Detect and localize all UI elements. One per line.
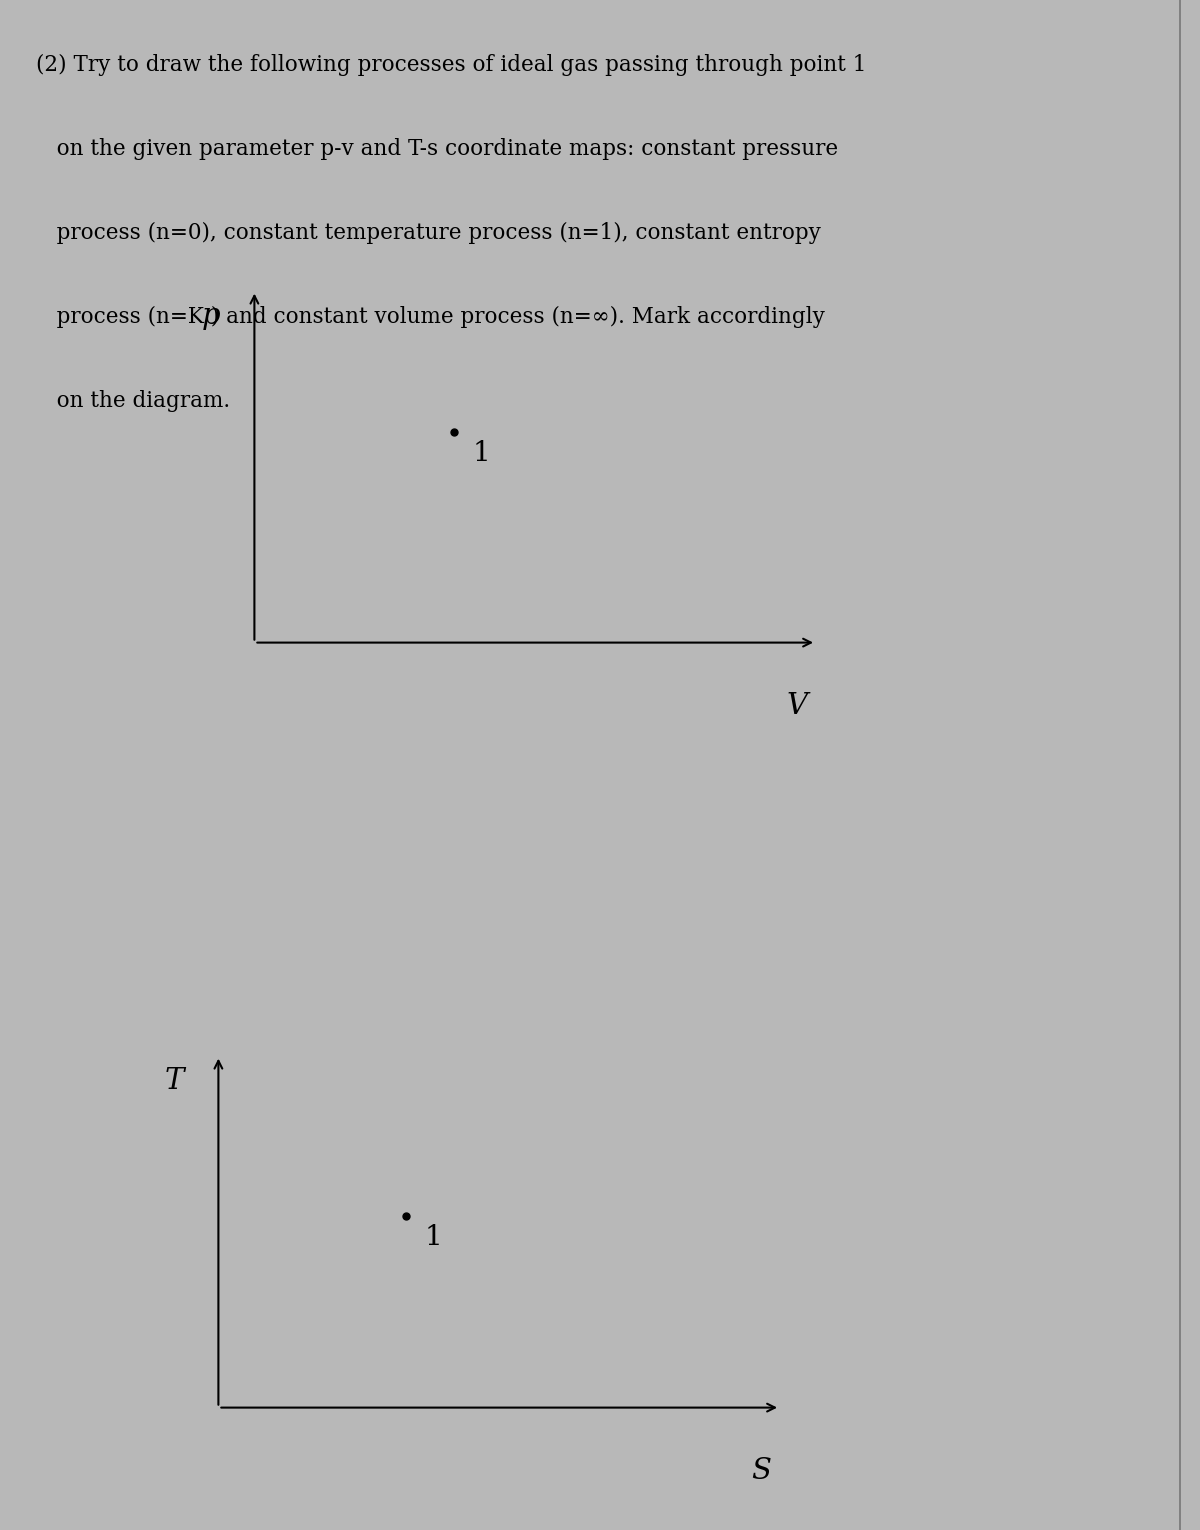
Text: 1: 1 — [425, 1224, 442, 1252]
Text: process (n=K ) and constant volume process (n=∞). Mark accordingly: process (n=K ) and constant volume proce… — [36, 306, 824, 327]
Text: process (n=0), constant temperature process (n=1), constant entropy: process (n=0), constant temperature proc… — [36, 222, 821, 243]
Text: S: S — [751, 1457, 772, 1486]
Text: T: T — [166, 1068, 185, 1095]
Text: (2) Try to draw the following processes of ideal gas passing through point 1: (2) Try to draw the following processes … — [36, 54, 866, 75]
Text: V: V — [787, 692, 808, 721]
Text: on the given parameter p-v and T-s coordinate maps: constant pressure: on the given parameter p-v and T-s coord… — [36, 138, 838, 159]
Text: on the diagram.: on the diagram. — [36, 390, 230, 412]
Text: p: p — [202, 301, 220, 330]
Text: 1: 1 — [473, 439, 491, 467]
